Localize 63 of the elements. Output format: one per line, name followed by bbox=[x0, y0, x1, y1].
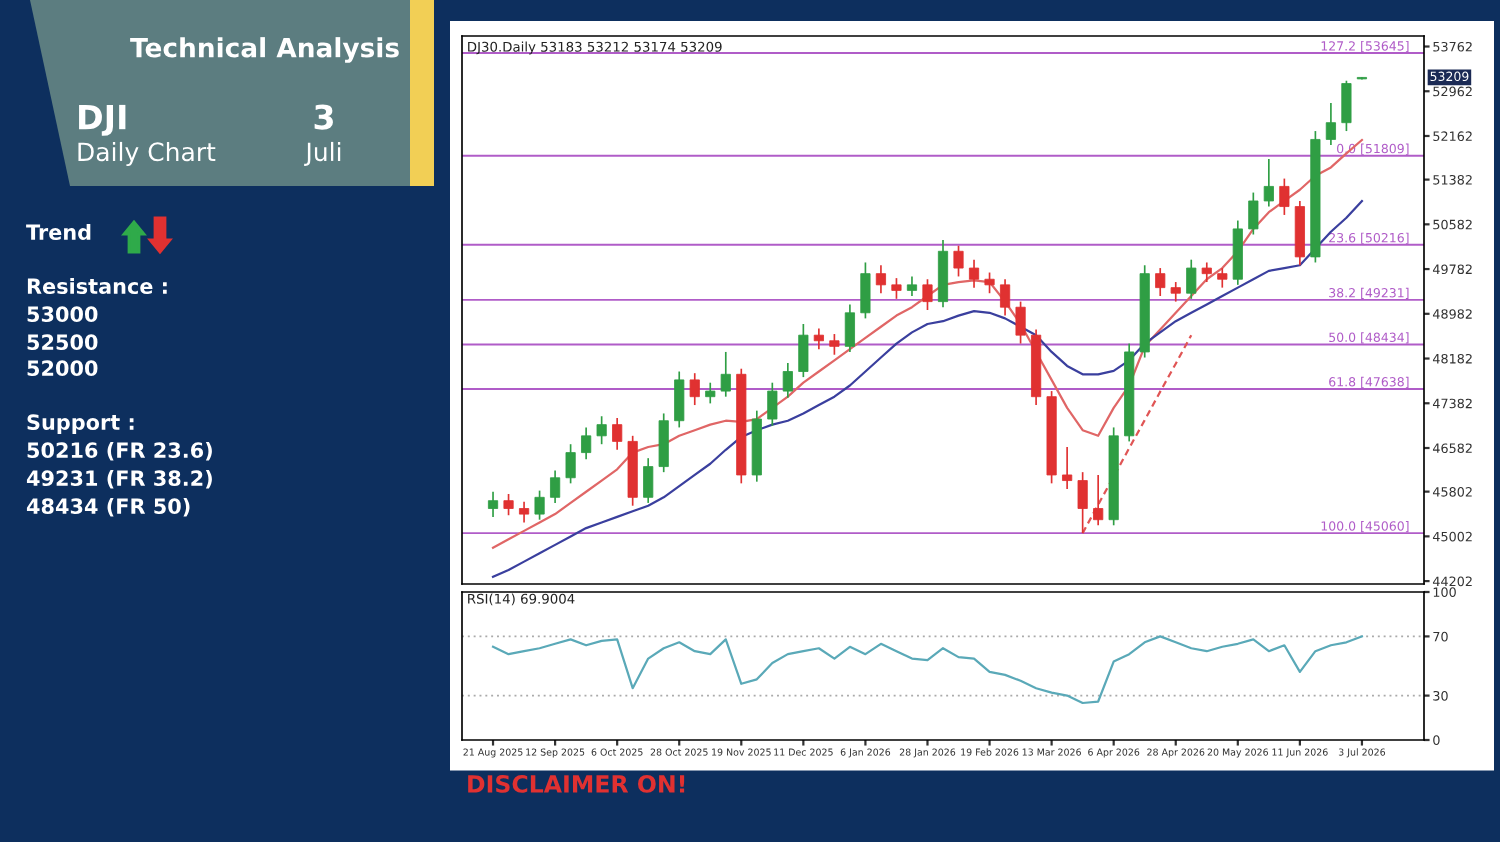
candlestick bbox=[1248, 191, 1259, 236]
candlestick bbox=[612, 417, 623, 451]
candlestick bbox=[1062, 446, 1073, 490]
candlestick bbox=[860, 261, 871, 320]
candlestick bbox=[1093, 474, 1104, 527]
candlestick bbox=[875, 264, 887, 295]
candlestick bbox=[1325, 102, 1336, 146]
candlestick bbox=[1015, 300, 1026, 345]
candlestick bbox=[1186, 258, 1197, 300]
text: Daily Chart bbox=[78, 141, 216, 167]
candlestick bbox=[844, 303, 855, 353]
candlestick bbox=[984, 271, 995, 295]
candlestick bbox=[767, 381, 778, 427]
candlestick bbox=[968, 258, 980, 289]
candlestick bbox=[999, 278, 1011, 317]
candlestick bbox=[906, 275, 918, 297]
candlestick bbox=[581, 426, 592, 461]
text: 50216 (FR 23.6) bbox=[27, 441, 212, 461]
candlestick bbox=[720, 351, 731, 398]
candlestick bbox=[550, 469, 561, 504]
text: Trend bbox=[26, 223, 91, 241]
text: DJI bbox=[79, 104, 126, 136]
candlestick bbox=[1155, 267, 1166, 297]
candlestick bbox=[658, 412, 669, 473]
line-series bbox=[491, 635, 1364, 705]
candlestick bbox=[705, 381, 716, 405]
candlestick bbox=[813, 327, 824, 350]
candlestick bbox=[829, 333, 840, 356]
line-series bbox=[1081, 334, 1193, 535]
text: Support : bbox=[27, 414, 134, 435]
text: 53000 bbox=[27, 306, 98, 323]
text: DISCLAIMER ON! bbox=[468, 774, 685, 793]
candlestick bbox=[534, 489, 545, 521]
candlestick bbox=[643, 457, 654, 504]
candlestick bbox=[1201, 261, 1212, 283]
line-series bbox=[491, 138, 1364, 549]
candlestick bbox=[1077, 471, 1088, 534]
text: 3 bbox=[314, 104, 333, 130]
candlestick bbox=[487, 490, 499, 518]
text: Juli bbox=[304, 141, 341, 166]
text: Technical Analysis bbox=[130, 37, 399, 63]
candlestick bbox=[565, 443, 576, 485]
candlestick bbox=[1341, 79, 1352, 132]
text: 52000 bbox=[27, 360, 98, 377]
text: Resistance : bbox=[27, 277, 167, 295]
candlestick bbox=[596, 415, 607, 446]
candlestick bbox=[953, 244, 964, 278]
candlestick bbox=[922, 278, 933, 311]
candlestick bbox=[798, 323, 809, 378]
candlestick bbox=[1170, 281, 1181, 303]
candlestick bbox=[1279, 177, 1290, 216]
candlestick bbox=[503, 493, 514, 517]
candlestick bbox=[518, 500, 530, 524]
text: 49231 (FR 38.2) bbox=[26, 469, 212, 489]
candlestick bbox=[891, 277, 902, 300]
text: 52500 bbox=[27, 334, 98, 351]
text: 48434 (FR 50) bbox=[26, 497, 190, 517]
candlestick bbox=[689, 372, 700, 406]
candlestick bbox=[782, 362, 793, 399]
candlestick bbox=[1263, 158, 1274, 208]
line-series bbox=[491, 199, 1364, 578]
candlestick bbox=[674, 370, 685, 429]
candlestick bbox=[1217, 267, 1228, 289]
